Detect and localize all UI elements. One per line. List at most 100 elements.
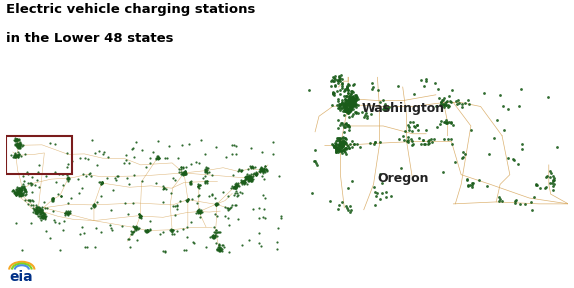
- Point: [195, 210, 204, 215]
- Point: [244, 173, 253, 177]
- Point: [430, 80, 440, 85]
- Point: [381, 106, 390, 111]
- Point: [78, 225, 87, 230]
- Point: [346, 105, 355, 110]
- Point: [371, 193, 380, 198]
- Point: [234, 184, 243, 188]
- Point: [37, 207, 46, 211]
- Point: [343, 107, 352, 111]
- Point: [15, 193, 25, 198]
- Point: [339, 144, 348, 148]
- Point: [56, 194, 65, 198]
- Point: [339, 105, 348, 109]
- Point: [241, 177, 250, 181]
- Point: [329, 91, 338, 96]
- Point: [103, 155, 112, 159]
- Point: [29, 205, 38, 210]
- Point: [344, 101, 354, 105]
- Point: [350, 103, 359, 107]
- Point: [135, 212, 144, 217]
- Point: [14, 192, 24, 196]
- Point: [39, 212, 48, 217]
- Point: [438, 102, 447, 106]
- Point: [15, 194, 24, 199]
- Point: [168, 228, 177, 232]
- Point: [431, 104, 440, 109]
- Point: [375, 196, 385, 201]
- Point: [232, 181, 242, 186]
- Point: [124, 236, 133, 241]
- Point: [16, 191, 25, 196]
- Point: [20, 193, 29, 198]
- Point: [10, 150, 20, 155]
- Point: [38, 210, 47, 215]
- Point: [51, 220, 60, 225]
- Point: [255, 231, 264, 236]
- Point: [227, 202, 236, 207]
- Point: [113, 174, 122, 179]
- Point: [346, 89, 355, 94]
- Point: [92, 200, 102, 204]
- Point: [351, 110, 360, 114]
- Point: [435, 122, 444, 126]
- Point: [262, 168, 272, 173]
- Point: [350, 98, 359, 103]
- Point: [14, 192, 23, 196]
- Point: [440, 119, 449, 124]
- Point: [161, 186, 170, 191]
- Point: [439, 170, 448, 175]
- Point: [329, 145, 339, 150]
- Point: [32, 208, 41, 213]
- Point: [9, 154, 18, 159]
- Point: [351, 98, 360, 103]
- Point: [17, 188, 26, 192]
- Point: [338, 120, 347, 125]
- Point: [246, 176, 255, 181]
- Point: [11, 153, 20, 157]
- Point: [202, 166, 211, 170]
- Point: [381, 194, 390, 199]
- Point: [108, 188, 118, 193]
- Point: [417, 78, 426, 82]
- Point: [15, 189, 24, 193]
- Point: [48, 198, 57, 203]
- Point: [176, 199, 185, 203]
- Text: eia: eia: [9, 270, 33, 285]
- Point: [345, 96, 354, 101]
- Point: [181, 198, 191, 202]
- Point: [131, 140, 141, 144]
- Point: [31, 207, 40, 211]
- Point: [344, 90, 353, 95]
- Point: [95, 179, 104, 184]
- Point: [340, 101, 350, 106]
- Point: [492, 118, 501, 122]
- Point: [347, 104, 356, 109]
- Point: [441, 121, 451, 126]
- Point: [137, 178, 146, 183]
- Point: [8, 189, 17, 193]
- Point: [181, 170, 190, 175]
- Point: [35, 205, 44, 210]
- Point: [234, 168, 243, 173]
- Point: [127, 232, 137, 236]
- Point: [32, 209, 41, 213]
- Point: [350, 141, 359, 146]
- Point: [32, 207, 41, 211]
- Point: [194, 182, 203, 187]
- Point: [11, 138, 20, 142]
- Point: [258, 168, 267, 173]
- Point: [130, 225, 139, 230]
- Point: [18, 188, 27, 192]
- Point: [53, 192, 62, 196]
- Point: [261, 215, 270, 220]
- Point: [375, 140, 385, 145]
- Point: [146, 161, 155, 166]
- Point: [133, 226, 142, 231]
- Point: [129, 173, 138, 177]
- Point: [130, 225, 139, 230]
- Point: [344, 146, 354, 150]
- Point: [37, 209, 46, 214]
- Point: [215, 247, 224, 252]
- Point: [351, 94, 360, 98]
- Point: [234, 181, 243, 186]
